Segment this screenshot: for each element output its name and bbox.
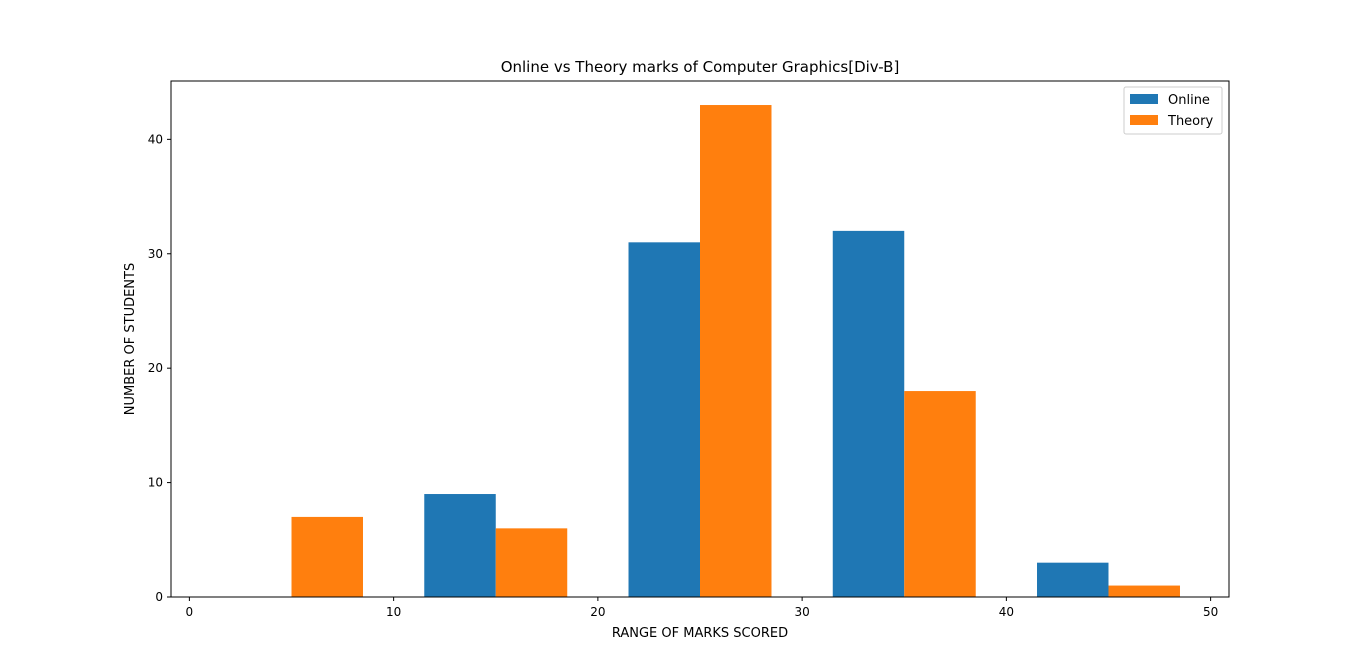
bar-online-4: [1037, 562, 1109, 597]
legend-swatch-online: [1130, 94, 1158, 104]
x-tick-label: 20: [590, 605, 605, 619]
bar-theory-2: [700, 105, 772, 597]
y-tick-label: 40: [148, 132, 163, 146]
bar-theory-0: [291, 516, 363, 597]
legend-swatch-theory: [1130, 115, 1158, 125]
bars: [291, 105, 1180, 598]
bar-theory-4: [1108, 585, 1180, 597]
y-tick-label: 10: [148, 476, 163, 490]
bar-online-1: [424, 494, 496, 597]
x-tick-label: 30: [794, 605, 809, 619]
bar-online-3: [832, 230, 905, 598]
x-axis-label: RANGE OF MARKS SCORED: [612, 626, 788, 641]
bar-online-2: [628, 242, 700, 597]
bar-theory-1: [495, 528, 568, 597]
y-tick-label: 0: [155, 590, 163, 604]
x-tick-label: 0: [186, 605, 194, 619]
y-tick-label: 20: [148, 361, 163, 375]
chart-title: Online vs Theory marks of Computer Graph…: [501, 58, 900, 76]
bar-theory-3: [904, 391, 976, 597]
legend-label-online: Online: [1168, 93, 1210, 108]
y-tick-label: 30: [148, 247, 163, 261]
legend: Online Theory: [1123, 86, 1223, 135]
x-tick-label: 10: [386, 605, 401, 619]
x-axis: 0 10 20 30 40 50: [186, 597, 1218, 619]
x-tick-label: 50: [1203, 605, 1218, 619]
legend-label-theory: Theory: [1167, 114, 1213, 129]
plot-frame: [170, 80, 1230, 598]
y-axis-label: NUMBER OF STUDENTS: [123, 263, 138, 415]
x-tick-label: 40: [999, 605, 1014, 619]
y-axis: 0 10 20 30 40: [148, 132, 171, 604]
